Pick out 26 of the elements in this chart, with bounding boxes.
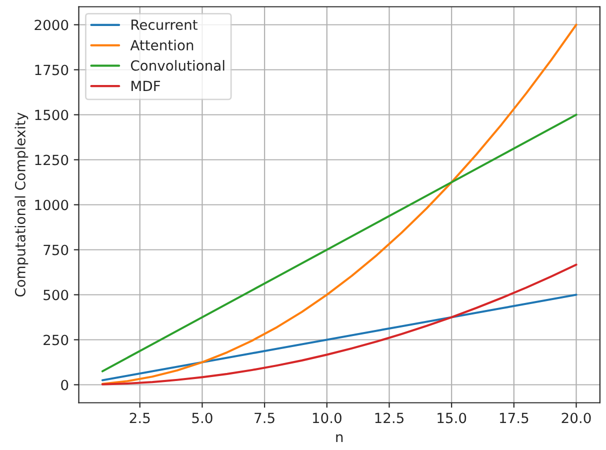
x-tick-label: 7.5 xyxy=(254,412,274,424)
x-tick-label: 5.0 xyxy=(192,412,212,424)
x-tick-label: 2.5 xyxy=(130,412,150,424)
line-series xyxy=(101,114,578,372)
y-tick-label: 0 xyxy=(61,380,68,390)
legend-label: MDF xyxy=(132,80,160,91)
line-series xyxy=(101,294,578,382)
y-tick-label: 1250 xyxy=(35,154,68,166)
y-tick-label: 750 xyxy=(44,244,68,256)
legend-label: Recurrent xyxy=(132,20,198,30)
y-tick-label: 1500 xyxy=(35,110,68,120)
legend-label: Attention xyxy=(130,40,194,50)
y-axis-title: Computational Complexity xyxy=(14,112,28,297)
y-tick-label: 250 xyxy=(44,334,68,346)
y-tick-label: 1000 xyxy=(35,200,68,210)
x-tick-label: 12.5 xyxy=(375,412,404,424)
y-tick-label: 500 xyxy=(44,290,68,300)
legend-label: Convolutional xyxy=(130,60,224,71)
x-tick-label: 10.0 xyxy=(312,412,342,424)
x-tick-label: 15.0 xyxy=(438,412,466,424)
y-tick-label: 2000 xyxy=(34,20,68,30)
x-axis-title: n xyxy=(336,434,343,442)
x-tick-label: 20.0 xyxy=(562,412,591,424)
line-series xyxy=(101,264,578,386)
x-tick-label: 17.5 xyxy=(500,412,528,424)
y-tick-label: 1750 xyxy=(35,64,68,76)
